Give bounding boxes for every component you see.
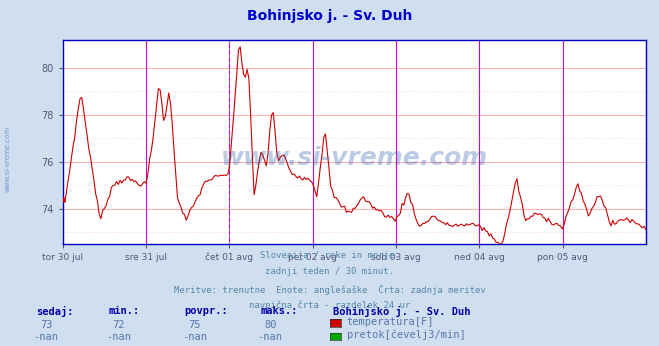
Text: Meritve: trenutne  Enote: anglešaške  Črta: zadnja meritev: Meritve: trenutne Enote: anglešaške Črta… xyxy=(173,284,486,294)
Text: min.:: min.: xyxy=(109,306,140,316)
Text: www.si-vreme.com: www.si-vreme.com xyxy=(221,146,488,170)
Text: 80: 80 xyxy=(264,320,276,330)
Text: Bohinjsko j. - Sv. Duh: Bohinjsko j. - Sv. Duh xyxy=(333,306,471,317)
Text: -nan: -nan xyxy=(34,332,59,342)
Text: temperatura[F]: temperatura[F] xyxy=(347,317,434,327)
Text: navpična črta - razdelek 24 ur: navpična črta - razdelek 24 ur xyxy=(249,301,410,310)
Text: -nan: -nan xyxy=(182,332,207,342)
Text: 73: 73 xyxy=(40,320,52,330)
Text: 75: 75 xyxy=(188,320,200,330)
Text: povpr.:: povpr.: xyxy=(185,306,228,316)
Text: Slovenija / reke in morje.: Slovenija / reke in morje. xyxy=(260,251,399,260)
Text: maks.:: maks.: xyxy=(260,306,298,316)
Text: Bohinjsko j. - Sv. Duh: Bohinjsko j. - Sv. Duh xyxy=(247,9,412,22)
Text: zadnji teden / 30 minut.: zadnji teden / 30 minut. xyxy=(265,267,394,276)
Text: sedaj:: sedaj: xyxy=(36,306,74,317)
Text: 72: 72 xyxy=(113,320,125,330)
Text: www.si-vreme.com: www.si-vreme.com xyxy=(5,126,11,192)
Text: -nan: -nan xyxy=(258,332,283,342)
Text: pretok[čevelj3/min]: pretok[čevelj3/min] xyxy=(347,330,465,340)
Text: -nan: -nan xyxy=(106,332,131,342)
